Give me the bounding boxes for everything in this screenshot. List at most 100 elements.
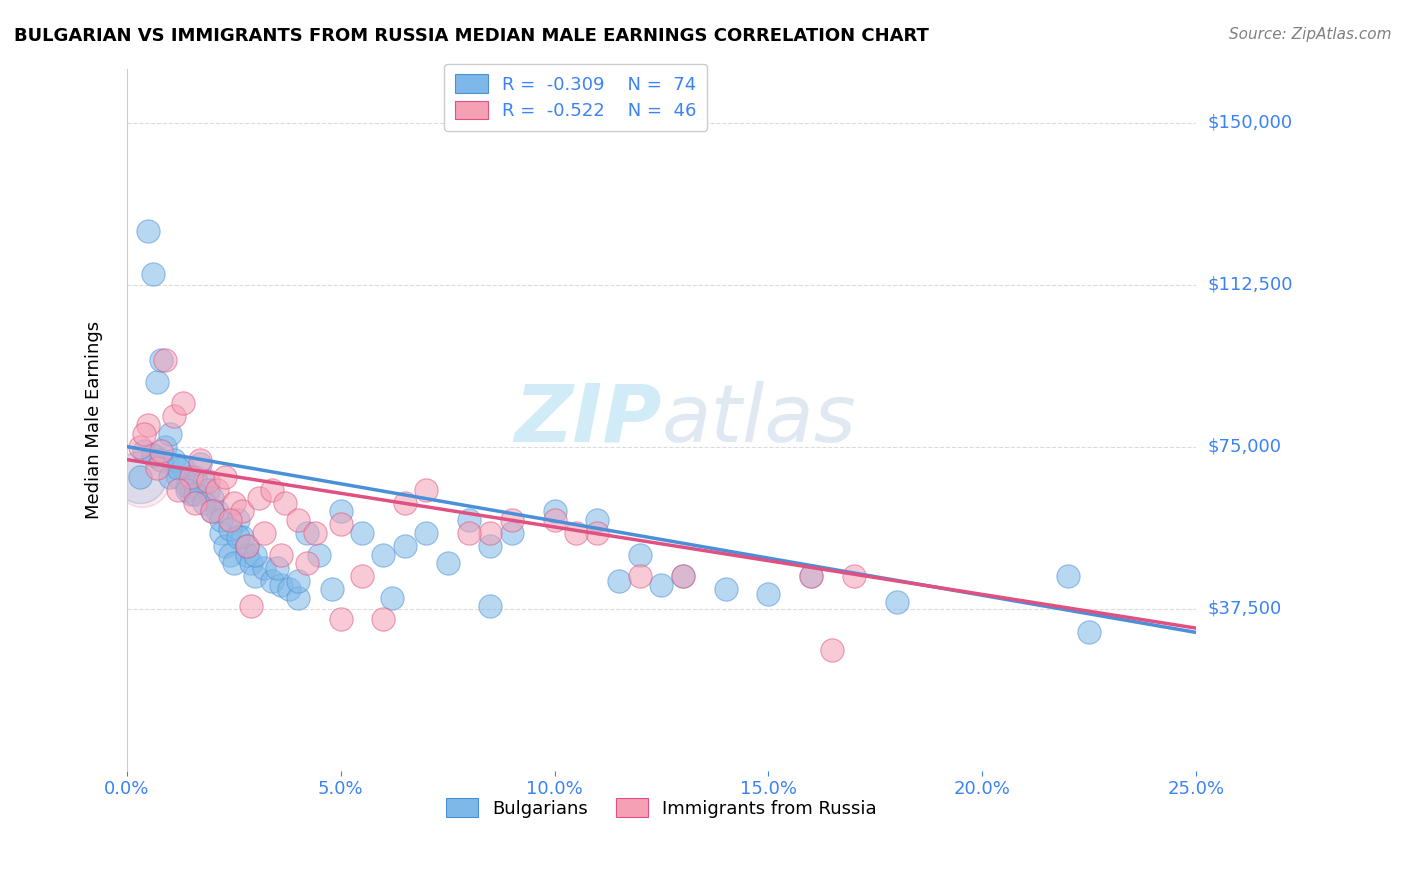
Point — [235, 539, 257, 553]
Point — [321, 582, 343, 597]
Point — [586, 513, 609, 527]
Point — [672, 569, 695, 583]
Text: BULGARIAN VS IMMIGRANTS FROM RUSSIA MEDIAN MALE EARNINGS CORRELATION CHART: BULGARIAN VS IMMIGRANTS FROM RUSSIA MEDI… — [14, 27, 929, 45]
Point — [172, 396, 194, 410]
Point — [146, 461, 169, 475]
Point — [274, 496, 297, 510]
Point — [329, 504, 352, 518]
Point — [479, 599, 502, 614]
Point — [381, 591, 404, 605]
Point — [188, 452, 211, 467]
Point — [184, 487, 207, 501]
Point — [239, 556, 262, 570]
Point — [197, 474, 219, 488]
Point — [262, 574, 284, 588]
Point — [270, 548, 292, 562]
Point — [394, 539, 416, 553]
Point — [209, 513, 232, 527]
Point — [239, 599, 262, 614]
Point — [131, 472, 153, 486]
Point — [249, 491, 271, 506]
Point — [142, 448, 165, 462]
Point — [352, 526, 374, 541]
Point — [479, 526, 502, 541]
Point — [197, 483, 219, 497]
Y-axis label: Median Male Earnings: Median Male Earnings — [86, 320, 103, 518]
Legend: Bulgarians, Immigrants from Russia: Bulgarians, Immigrants from Russia — [439, 791, 884, 825]
Point — [672, 569, 695, 583]
Point — [756, 586, 779, 600]
Point — [150, 353, 173, 368]
Point — [231, 530, 253, 544]
Point — [132, 444, 155, 458]
Point — [543, 513, 565, 527]
Point — [205, 483, 228, 497]
Point — [205, 504, 228, 518]
Point — [193, 474, 215, 488]
Point — [163, 409, 186, 424]
Point — [295, 556, 318, 570]
Text: $75,000: $75,000 — [1208, 438, 1281, 456]
Point — [167, 470, 190, 484]
Point — [128, 470, 150, 484]
Point — [167, 461, 190, 475]
Point — [128, 440, 150, 454]
Point — [167, 483, 190, 497]
Point — [329, 517, 352, 532]
Point — [245, 569, 267, 583]
Point — [821, 642, 844, 657]
Text: ZIP: ZIP — [515, 381, 661, 458]
Point — [373, 548, 395, 562]
Point — [650, 578, 672, 592]
Point — [329, 612, 352, 626]
Point — [308, 548, 330, 562]
Point — [136, 417, 159, 432]
Point — [1056, 569, 1078, 583]
Point — [180, 487, 202, 501]
Point — [231, 504, 253, 518]
Text: $37,500: $37,500 — [1208, 599, 1281, 617]
Point — [800, 569, 823, 583]
Point — [222, 496, 245, 510]
Point — [501, 513, 523, 527]
Point — [128, 470, 150, 484]
Point — [245, 548, 267, 562]
Point — [176, 483, 198, 497]
Point — [218, 548, 240, 562]
Point — [201, 504, 224, 518]
Point — [295, 526, 318, 541]
Point — [287, 513, 309, 527]
Point — [278, 582, 301, 597]
Point — [222, 556, 245, 570]
Point — [172, 461, 194, 475]
Text: $150,000: $150,000 — [1208, 113, 1292, 131]
Point — [586, 526, 609, 541]
Point — [1078, 625, 1101, 640]
Point — [226, 513, 249, 527]
Point — [262, 483, 284, 497]
Point — [150, 452, 173, 467]
Point — [287, 574, 309, 588]
Point — [628, 548, 651, 562]
Point — [842, 569, 865, 583]
Point — [163, 452, 186, 467]
Point — [886, 595, 908, 609]
Point — [184, 470, 207, 484]
Point — [159, 426, 181, 441]
Point — [501, 526, 523, 541]
Point — [184, 496, 207, 510]
Point — [458, 526, 481, 541]
Point — [479, 539, 502, 553]
Point — [201, 491, 224, 506]
Point — [458, 513, 481, 527]
Point — [136, 223, 159, 237]
Point — [714, 582, 737, 597]
Point — [565, 526, 588, 541]
Point — [394, 496, 416, 510]
Point — [415, 483, 437, 497]
Point — [132, 426, 155, 441]
Point — [352, 569, 374, 583]
Point — [180, 470, 202, 484]
Point — [235, 539, 257, 553]
Point — [201, 504, 224, 518]
